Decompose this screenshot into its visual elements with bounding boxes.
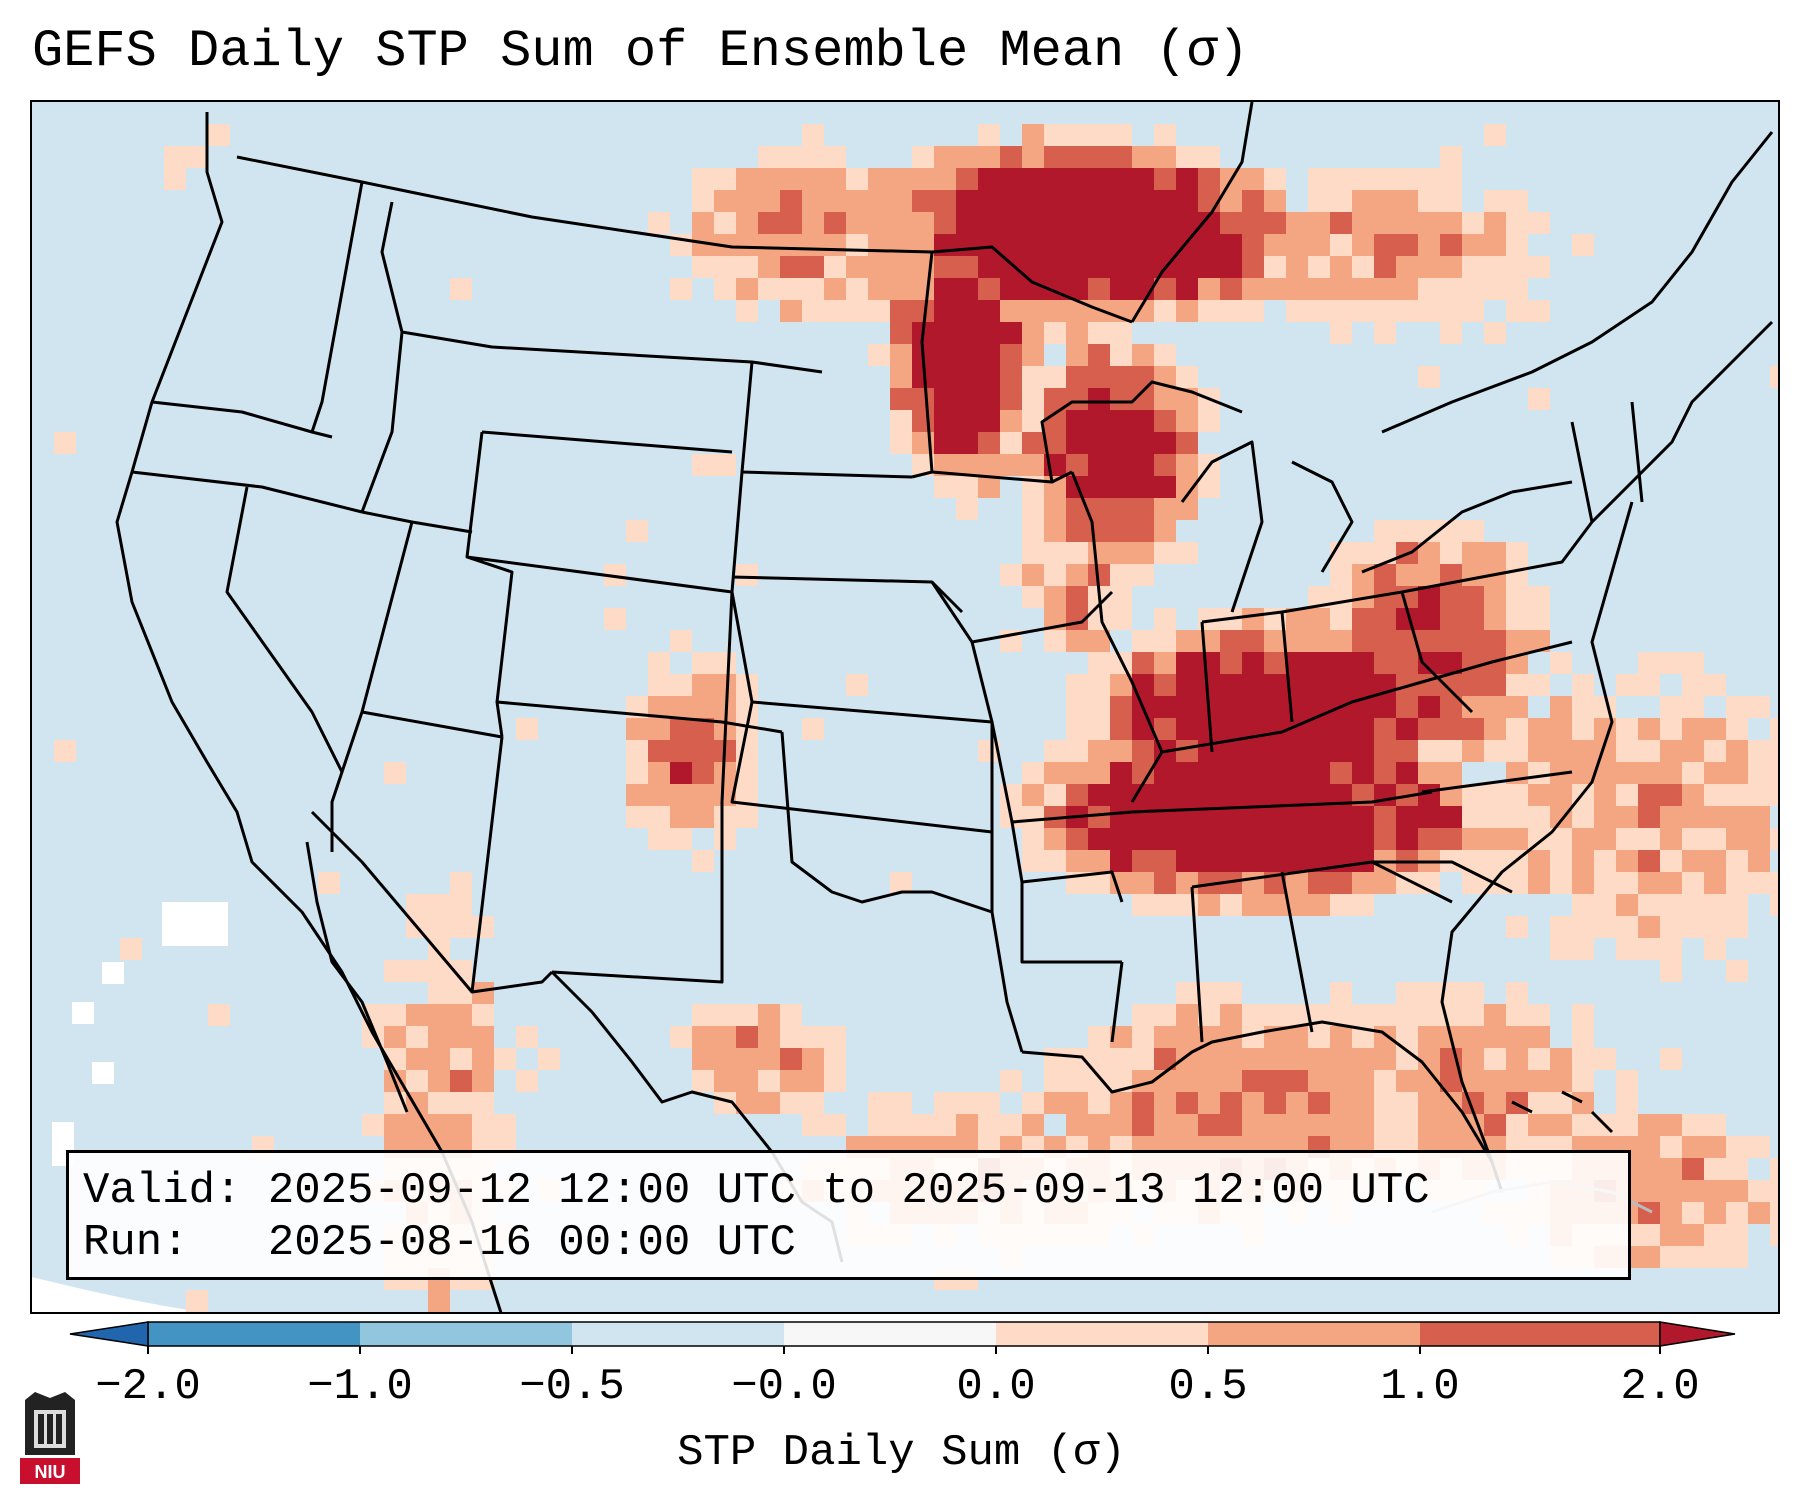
- az-mexico-border: [310, 810, 474, 993]
- wa-or-border: [151, 400, 333, 439]
- colorbar-segment: [148, 1322, 360, 1346]
- baja-coastline: [305, 841, 409, 1113]
- colorbar-extend-max: [1659, 1321, 1736, 1347]
- new-england-borders: [1511, 401, 1644, 523]
- colorbar-segment: [784, 1322, 996, 1346]
- colorbar-tick-label: −2.0: [95, 1362, 201, 1412]
- run-label: Run:: [83, 1218, 189, 1268]
- plains-borders: [730, 361, 994, 912]
- anomaly-cells: [52, 124, 1778, 1312]
- colorbar-label: STP Daily Sum (σ): [677, 1428, 1126, 1478]
- carolinas-borders: [1372, 770, 1573, 894]
- map-title: GEFS Daily STP Sum of Ensemble Mean (σ): [32, 22, 1249, 81]
- nm-tx-border: [551, 802, 724, 984]
- midwest-borders: [1070, 471, 1403, 753]
- colorbar-tick-label: −0.0: [731, 1362, 837, 1412]
- co-nm-border: [496, 700, 783, 734]
- colorbar-tick-label: −1.0: [307, 1362, 413, 1412]
- colorbar-ticks: [147, 1346, 1661, 1354]
- va-border: [1421, 640, 1573, 684]
- atlantic-coastline: [1440, 501, 1634, 1163]
- tn-ky-border: [1130, 680, 1433, 814]
- logo-text: NIU: [35, 1462, 66, 1482]
- pacific-coastline: [115, 112, 503, 1312]
- colorbar-segment: [572, 1322, 784, 1346]
- colorbar-segment: [996, 1322, 1208, 1346]
- map-panel: [30, 100, 1780, 1314]
- colorbar-tick-label: 2.0: [1620, 1362, 1700, 1412]
- northeast-borders: [1400, 320, 1774, 714]
- co-border: [465, 431, 734, 803]
- out-of-domain-area: [32, 1277, 202, 1312]
- ut-az-border: [361, 710, 503, 739]
- ar-la-border: [1020, 882, 1122, 964]
- michigan-shore: [1180, 440, 1264, 613]
- valid-run-infobox: Valid: 2025-09-12 12:00 UTC to 2025-09-1…: [66, 1150, 1631, 1280]
- niu-logo: NIU: [20, 1392, 80, 1484]
- colorbar-tick-label: 1.0: [1380, 1362, 1460, 1412]
- colorbar-segment: [360, 1322, 572, 1346]
- or-ca-border: [131, 470, 363, 514]
- ut-border: [330, 510, 473, 852]
- tx-ok-border: [780, 731, 1024, 1053]
- colorbar: [69, 1321, 1736, 1354]
- lake-erie-ontario-shore: [1291, 460, 1513, 574]
- saint-lawrence-shore: [1381, 131, 1774, 434]
- mt-wy-border: [401, 330, 823, 454]
- ia-border: [930, 581, 1114, 644]
- az-nm-border: [470, 736, 554, 994]
- gulf-coastline: [1021, 1020, 1504, 1193]
- colorbar-extend-min: [69, 1321, 149, 1347]
- mo-ar-border: [970, 641, 1133, 903]
- valid-label: Valid:: [83, 1166, 242, 1216]
- southeast-borders: [1110, 860, 1453, 1043]
- hudson-area-line: [1130, 102, 1254, 323]
- ca-nv-border: [225, 486, 344, 773]
- colorbar-tick-label: 0.0: [956, 1362, 1036, 1412]
- bahamas-outline: [1511, 1090, 1614, 1134]
- ks-ok-border: [730, 701, 993, 834]
- colorbar-segment: [1420, 1322, 1660, 1346]
- colorbar-tick-label: −0.5: [519, 1362, 625, 1412]
- map-canvas: [32, 102, 1778, 1312]
- colorbar-tick-label: 0.5: [1168, 1362, 1248, 1412]
- lake-superior-shore: [1040, 380, 1243, 483]
- valid-value: 2025-09-12 12:00 UTC to 2025-09-13 12:00…: [267, 1166, 1430, 1216]
- colorbar-segment: [1208, 1322, 1420, 1346]
- colorbar-segments: [147, 1321, 1661, 1347]
- run-value: 2025-08-16 00:00 UTC: [267, 1218, 796, 1268]
